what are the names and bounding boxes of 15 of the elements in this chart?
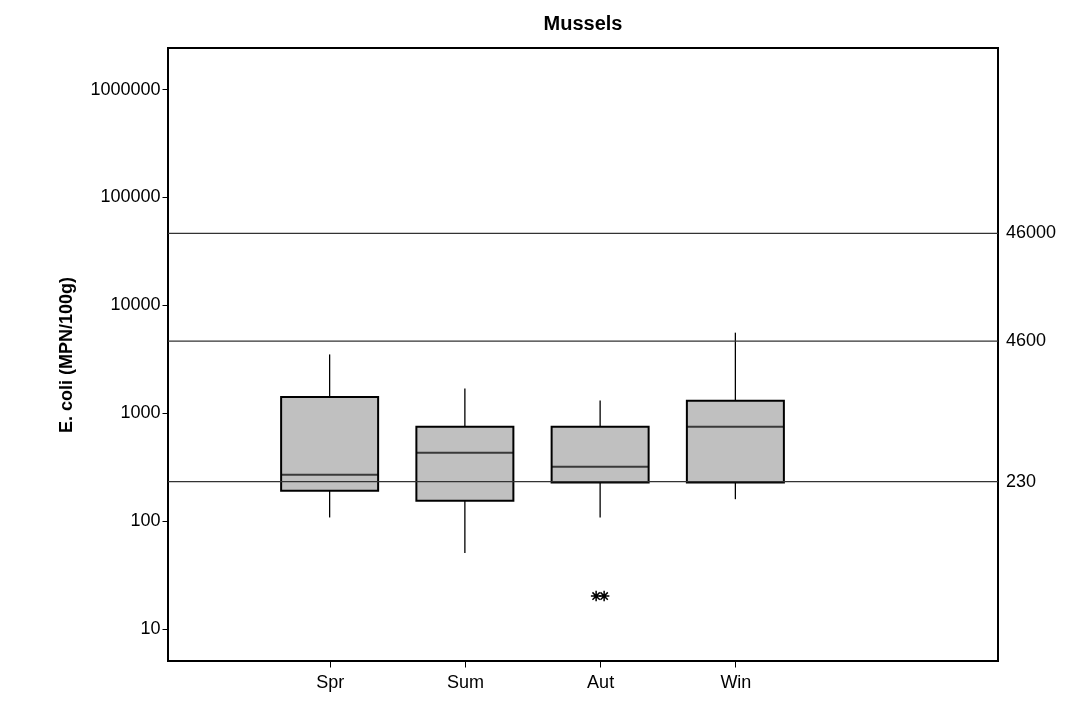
x-tick-label: Win: [720, 671, 752, 692]
ref-line-label: 46000: [1006, 222, 1057, 243]
chart-title: Mussels: [543, 12, 623, 34]
ref-line-label: 230: [1006, 470, 1037, 491]
y-axis-title: E. coli (MPN/100g): [56, 276, 77, 434]
y-tick-label: 100000: [100, 186, 161, 207]
y-tick-label: 10: [140, 618, 161, 639]
y-tick-label: 1000000: [90, 78, 161, 99]
x-tick-label: Aut: [587, 671, 615, 692]
y-tick-label: 10000: [110, 294, 161, 315]
y-tick-label: 100: [130, 510, 161, 531]
y-tick-label: 1000: [120, 402, 161, 423]
ref-line-label: 4600: [1006, 330, 1047, 351]
x-tick-label: Spr: [316, 671, 345, 692]
x-tick-label: Sum: [446, 671, 484, 692]
